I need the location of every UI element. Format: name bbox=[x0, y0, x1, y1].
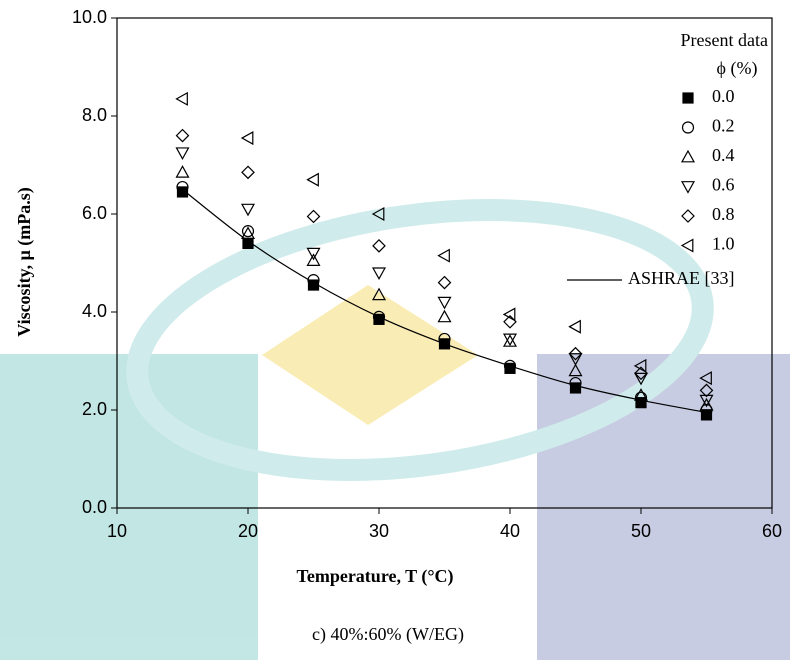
marker bbox=[437, 248, 450, 263]
y-tick-label: 8.0 bbox=[82, 105, 107, 125]
marker bbox=[372, 310, 386, 323]
marker bbox=[699, 394, 714, 408]
marker bbox=[306, 172, 319, 187]
marker bbox=[240, 226, 256, 239]
marker bbox=[503, 359, 517, 372]
marker bbox=[699, 371, 712, 386]
marker bbox=[569, 376, 582, 390]
marker bbox=[633, 372, 649, 386]
watermark-diamond bbox=[262, 285, 478, 425]
marker bbox=[306, 253, 321, 266]
legend-label: ASHRAE [33] bbox=[628, 268, 735, 288]
y-tick-label: 4.0 bbox=[82, 301, 107, 321]
marker bbox=[502, 334, 518, 347]
marker bbox=[306, 209, 321, 224]
legend-marker bbox=[681, 121, 695, 134]
marker bbox=[176, 180, 189, 194]
marker bbox=[175, 165, 190, 178]
x-tick-label: 50 bbox=[631, 521, 651, 541]
marker bbox=[502, 333, 518, 347]
marker bbox=[240, 131, 254, 146]
marker bbox=[175, 91, 188, 106]
legend-marker bbox=[680, 181, 696, 194]
x-tick-label: 10 bbox=[107, 521, 127, 541]
x-tick-label: 40 bbox=[500, 521, 520, 541]
legend-label: 0.4 bbox=[712, 145, 735, 165]
marker bbox=[437, 275, 452, 290]
marker bbox=[699, 397, 714, 411]
legend-subtitle: ϕ (%) bbox=[717, 58, 758, 79]
legend-label: 0.8 bbox=[712, 204, 735, 224]
legend-label: 0.0 bbox=[712, 86, 735, 106]
marker bbox=[699, 383, 714, 398]
x-tick-label: 30 bbox=[369, 521, 389, 541]
marker bbox=[568, 319, 581, 334]
legend-marker bbox=[681, 209, 695, 223]
marker bbox=[241, 225, 255, 238]
watermark bbox=[0, 199, 790, 660]
y-tick-label: 2.0 bbox=[82, 399, 107, 419]
marker bbox=[634, 391, 648, 404]
plot-frame bbox=[116, 17, 773, 509]
caption: c) 40%:60% (W/EG) bbox=[312, 624, 464, 645]
x-tick-label: 60 bbox=[762, 521, 782, 541]
marker bbox=[371, 206, 385, 222]
x-tick-label: 20 bbox=[238, 521, 258, 541]
legend-label: 0.2 bbox=[712, 116, 735, 136]
legend-marker bbox=[682, 92, 694, 104]
marker bbox=[241, 165, 255, 180]
marker bbox=[371, 287, 387, 301]
watermark-block bbox=[0, 354, 258, 660]
y-tick-label: 10.0 bbox=[72, 7, 107, 27]
y-tick-label: 6.0 bbox=[82, 203, 107, 223]
marker bbox=[568, 346, 583, 361]
marker bbox=[371, 267, 387, 281]
watermark-ring bbox=[126, 199, 714, 481]
fit-line bbox=[182, 189, 707, 414]
marker bbox=[176, 186, 189, 198]
marker bbox=[372, 239, 386, 253]
marker bbox=[437, 309, 452, 323]
marker bbox=[240, 203, 256, 217]
marker bbox=[175, 128, 190, 143]
x-axis-label: Temperature, T (°C) bbox=[296, 566, 453, 587]
marker bbox=[502, 307, 516, 322]
legend-label: 0.6 bbox=[712, 175, 735, 195]
marker bbox=[568, 353, 583, 366]
legend-marker bbox=[680, 238, 694, 253]
marker bbox=[635, 397, 647, 409]
marker bbox=[633, 358, 647, 373]
watermark-block bbox=[537, 354, 790, 660]
legend-marker bbox=[680, 149, 696, 163]
marker bbox=[175, 147, 190, 160]
y-axis-label: Viscosity, μ (mPa.s) bbox=[14, 187, 35, 337]
marker bbox=[568, 363, 583, 377]
y-tick-label: 0.0 bbox=[82, 497, 107, 517]
marker bbox=[437, 296, 452, 310]
marker bbox=[307, 274, 320, 287]
marker bbox=[306, 247, 321, 261]
legend-label: 1.0 bbox=[712, 234, 735, 254]
legend-title: Present data bbox=[681, 30, 768, 50]
